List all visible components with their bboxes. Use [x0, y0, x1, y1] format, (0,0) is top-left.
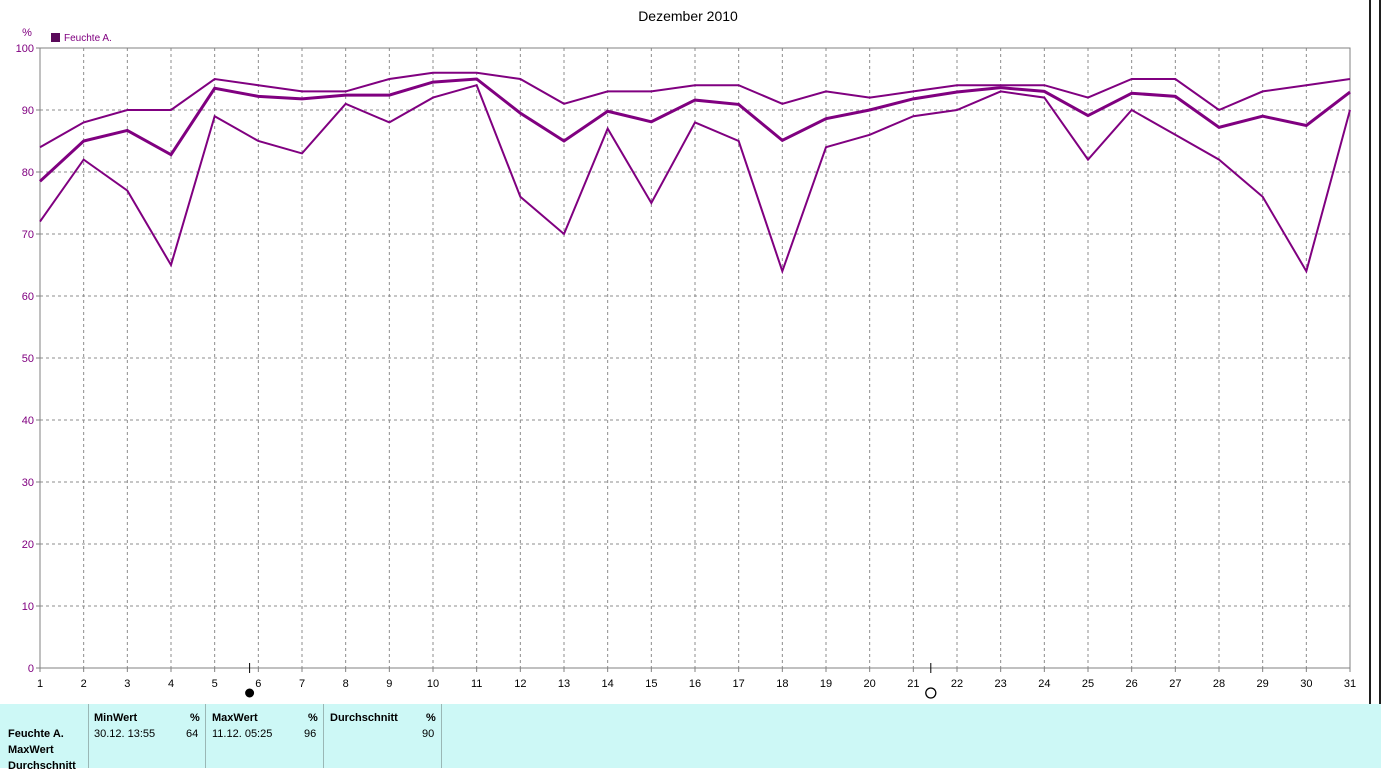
x-tick-label: 23 — [995, 678, 1007, 690]
x-tick-label: 18 — [776, 678, 788, 690]
series-line-avg — [38, 77, 1351, 183]
legend-label: Feuchte A. — [64, 33, 112, 44]
max-unit: % — [308, 712, 318, 724]
series-lines — [38, 71, 1351, 275]
y-tick-label: 20 — [22, 539, 34, 551]
x-tick-label: 9 — [386, 678, 392, 690]
max-header: MaxWert — [212, 712, 258, 724]
marker-filled-circle — [245, 688, 255, 698]
summary-row-labels: Feuchte A. MaxWert Durchschnitt — [0, 704, 89, 772]
x-tick-label: 19 — [820, 678, 832, 690]
x-tick-label: 4 — [168, 678, 174, 690]
y-axis-ticks: 0 10 20 30 40 50 60 70 80 90 100 — [16, 43, 40, 675]
x-tick-label: 12 — [514, 678, 526, 690]
y-tick-label: 10 — [22, 601, 34, 613]
grid — [40, 48, 1350, 668]
row-label-sensor: Feuchte A. — [8, 728, 64, 740]
y-tick-label: 60 — [22, 291, 34, 303]
x-tick-label: 16 — [689, 678, 701, 690]
max-value: 96 — [304, 728, 317, 740]
summary-min-column: MinWert % 30.12. 13:55 64 — [88, 704, 206, 768]
avg-value: 90 — [422, 728, 435, 740]
x-tick-label: 1 — [37, 678, 43, 690]
x-tick-label: 29 — [1257, 678, 1269, 690]
marker-hollow-circle — [925, 687, 937, 699]
min-value: 64 — [186, 728, 199, 740]
x-tick-label: 31 — [1344, 678, 1356, 690]
x-tick-label: 22 — [951, 678, 963, 690]
x-tick-label: 5 — [212, 678, 218, 690]
summary-panel: Feuchte A. MaxWert Durchschnitt MinWert … — [0, 704, 1381, 772]
row-label-avg: Durchschnitt — [8, 760, 76, 772]
x-tick-label: 26 — [1126, 678, 1138, 690]
humidity-chart: Dezember 2010 % Feuchte A. 0102030405060… — [16, 8, 1356, 699]
avg-unit: % — [426, 712, 436, 724]
min-unit: % — [190, 712, 200, 724]
right-edge-bar — [1379, 0, 1381, 704]
x-tick-label: 8 — [343, 678, 349, 690]
summary-max-column: MaxWert % 11.12. 05:25 96 — [206, 704, 324, 768]
right-edge-bar — [1369, 0, 1371, 704]
y-tick-label: 90 — [22, 105, 34, 117]
x-tick-label: 2 — [81, 678, 87, 690]
min-date: 30.12. 13:55 — [94, 728, 156, 740]
chart-title: Dezember 2010 — [638, 8, 738, 24]
x-tick-label: 17 — [733, 678, 745, 690]
x-tick-label: 10 — [427, 678, 439, 690]
x-tick-label: 15 — [645, 678, 657, 690]
row-label-max: MaxWert — [8, 744, 54, 756]
x-tick-label: 6 — [255, 678, 261, 690]
y-tick-label: 30 — [22, 477, 34, 489]
summary-avg-column: Durchschnitt % 90 — [324, 704, 442, 768]
y-tick-label: 100 — [16, 43, 34, 55]
x-tick-label: 21 — [907, 678, 919, 690]
avg-header: Durchschnitt — [330, 712, 398, 724]
y-tick-label: 80 — [22, 167, 34, 179]
x-axis-ticks: 1 2 3 4 5 6 7 8 9 10 11 12 13 14 15 16 17 18 19 20 21 22 23 24 2… — [37, 668, 1356, 690]
y-tick-label: 0 — [28, 663, 34, 675]
x-tick-label: 11 — [471, 678, 482, 690]
max-date: 11.12. 05:25 — [212, 728, 273, 740]
x-tick-label: 28 — [1213, 678, 1225, 690]
x-tick-label: 24 — [1038, 678, 1050, 690]
day-markers — [245, 663, 937, 699]
x-tick-label: 3 — [124, 678, 130, 690]
x-tick-label: 14 — [602, 678, 614, 690]
min-header: MinWert — [94, 712, 138, 724]
x-tick-label: 30 — [1300, 678, 1312, 690]
x-tick-label: 20 — [864, 678, 876, 690]
y-tick-label: 50 — [22, 353, 34, 365]
y-axis-unit: % — [22, 27, 32, 39]
y-tick-label: 70 — [22, 229, 34, 241]
x-tick-label: 13 — [558, 678, 570, 690]
y-tick-label: 40 — [22, 415, 34, 427]
x-tick-label: 27 — [1169, 678, 1181, 690]
series-line-max — [39, 71, 1351, 149]
legend-swatch — [51, 33, 60, 42]
series-line-min — [39, 83, 1351, 275]
x-tick-label: 7 — [299, 678, 305, 690]
x-tick-label: 25 — [1082, 678, 1094, 690]
